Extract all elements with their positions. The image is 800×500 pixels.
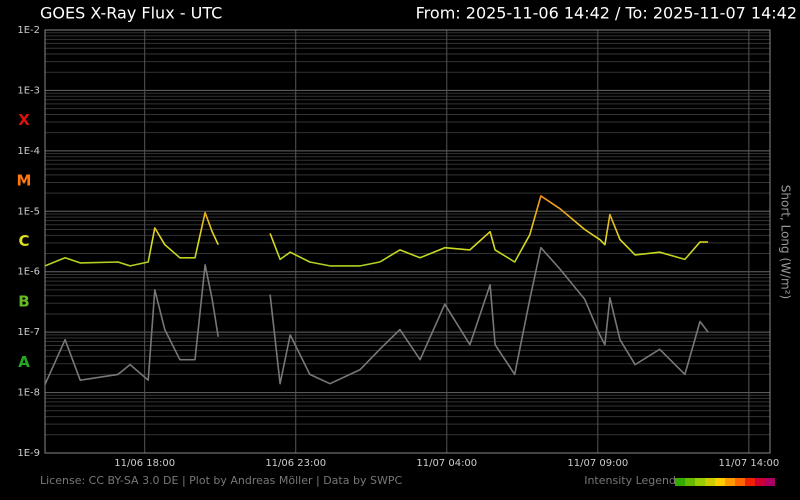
intensity-swatch — [745, 478, 755, 486]
y-tick-label: 1E-6 — [17, 267, 40, 278]
flare-class-label: X — [18, 111, 30, 129]
intensity-swatch — [715, 478, 725, 486]
intensity-swatch — [735, 478, 745, 486]
chart-subtitle: From: 2025-11-06 14:42 / To: 2025-11-07 … — [416, 4, 797, 23]
x-tick-label: 11/07 04:00 — [416, 458, 477, 469]
intensity-swatch — [685, 478, 695, 486]
intensity-swatch — [725, 478, 735, 486]
x-tick-label: 11/07 14:00 — [718, 458, 779, 469]
series-line — [44, 195, 709, 267]
footer: License: CC BY-SA 3.0 DE | Plot by Andre… — [40, 474, 402, 487]
intensity-legend-label: Intensity Legend — [584, 474, 676, 487]
flare-class-label: M — [17, 172, 32, 190]
x-tick-label: 11/06 23:00 — [265, 458, 326, 469]
y-tick-label: 1E-7 — [17, 327, 40, 338]
y-tick-label: 1E-4 — [17, 146, 40, 157]
y-tick-label: 1E-3 — [17, 85, 40, 96]
flare-class-label: C — [18, 232, 29, 250]
intensity-swatch — [695, 478, 705, 486]
flare-class-label: A — [18, 353, 30, 371]
x-tick-label: 11/06 18:00 — [114, 458, 175, 469]
chart-title: GOES X-Ray Flux - UTC — [40, 4, 222, 23]
intensity-swatch — [755, 478, 765, 486]
plot-border — [44, 29, 771, 454]
y-axis-label: Short, Long (W/m²) — [779, 185, 793, 299]
y-tick-label: 1E-8 — [17, 388, 40, 399]
series-line — [44, 246, 709, 385]
intensity-swatch — [675, 478, 685, 486]
intensity-swatch — [705, 478, 715, 486]
y-tick-label: 1E-2 — [17, 25, 40, 36]
flare-class-label: B — [18, 292, 29, 310]
y-tick-label: 1E-5 — [17, 206, 40, 217]
y-tick-label: 1E-9 — [17, 448, 40, 459]
intensity-swatch — [765, 478, 775, 486]
x-tick-label: 11/07 09:00 — [567, 458, 628, 469]
